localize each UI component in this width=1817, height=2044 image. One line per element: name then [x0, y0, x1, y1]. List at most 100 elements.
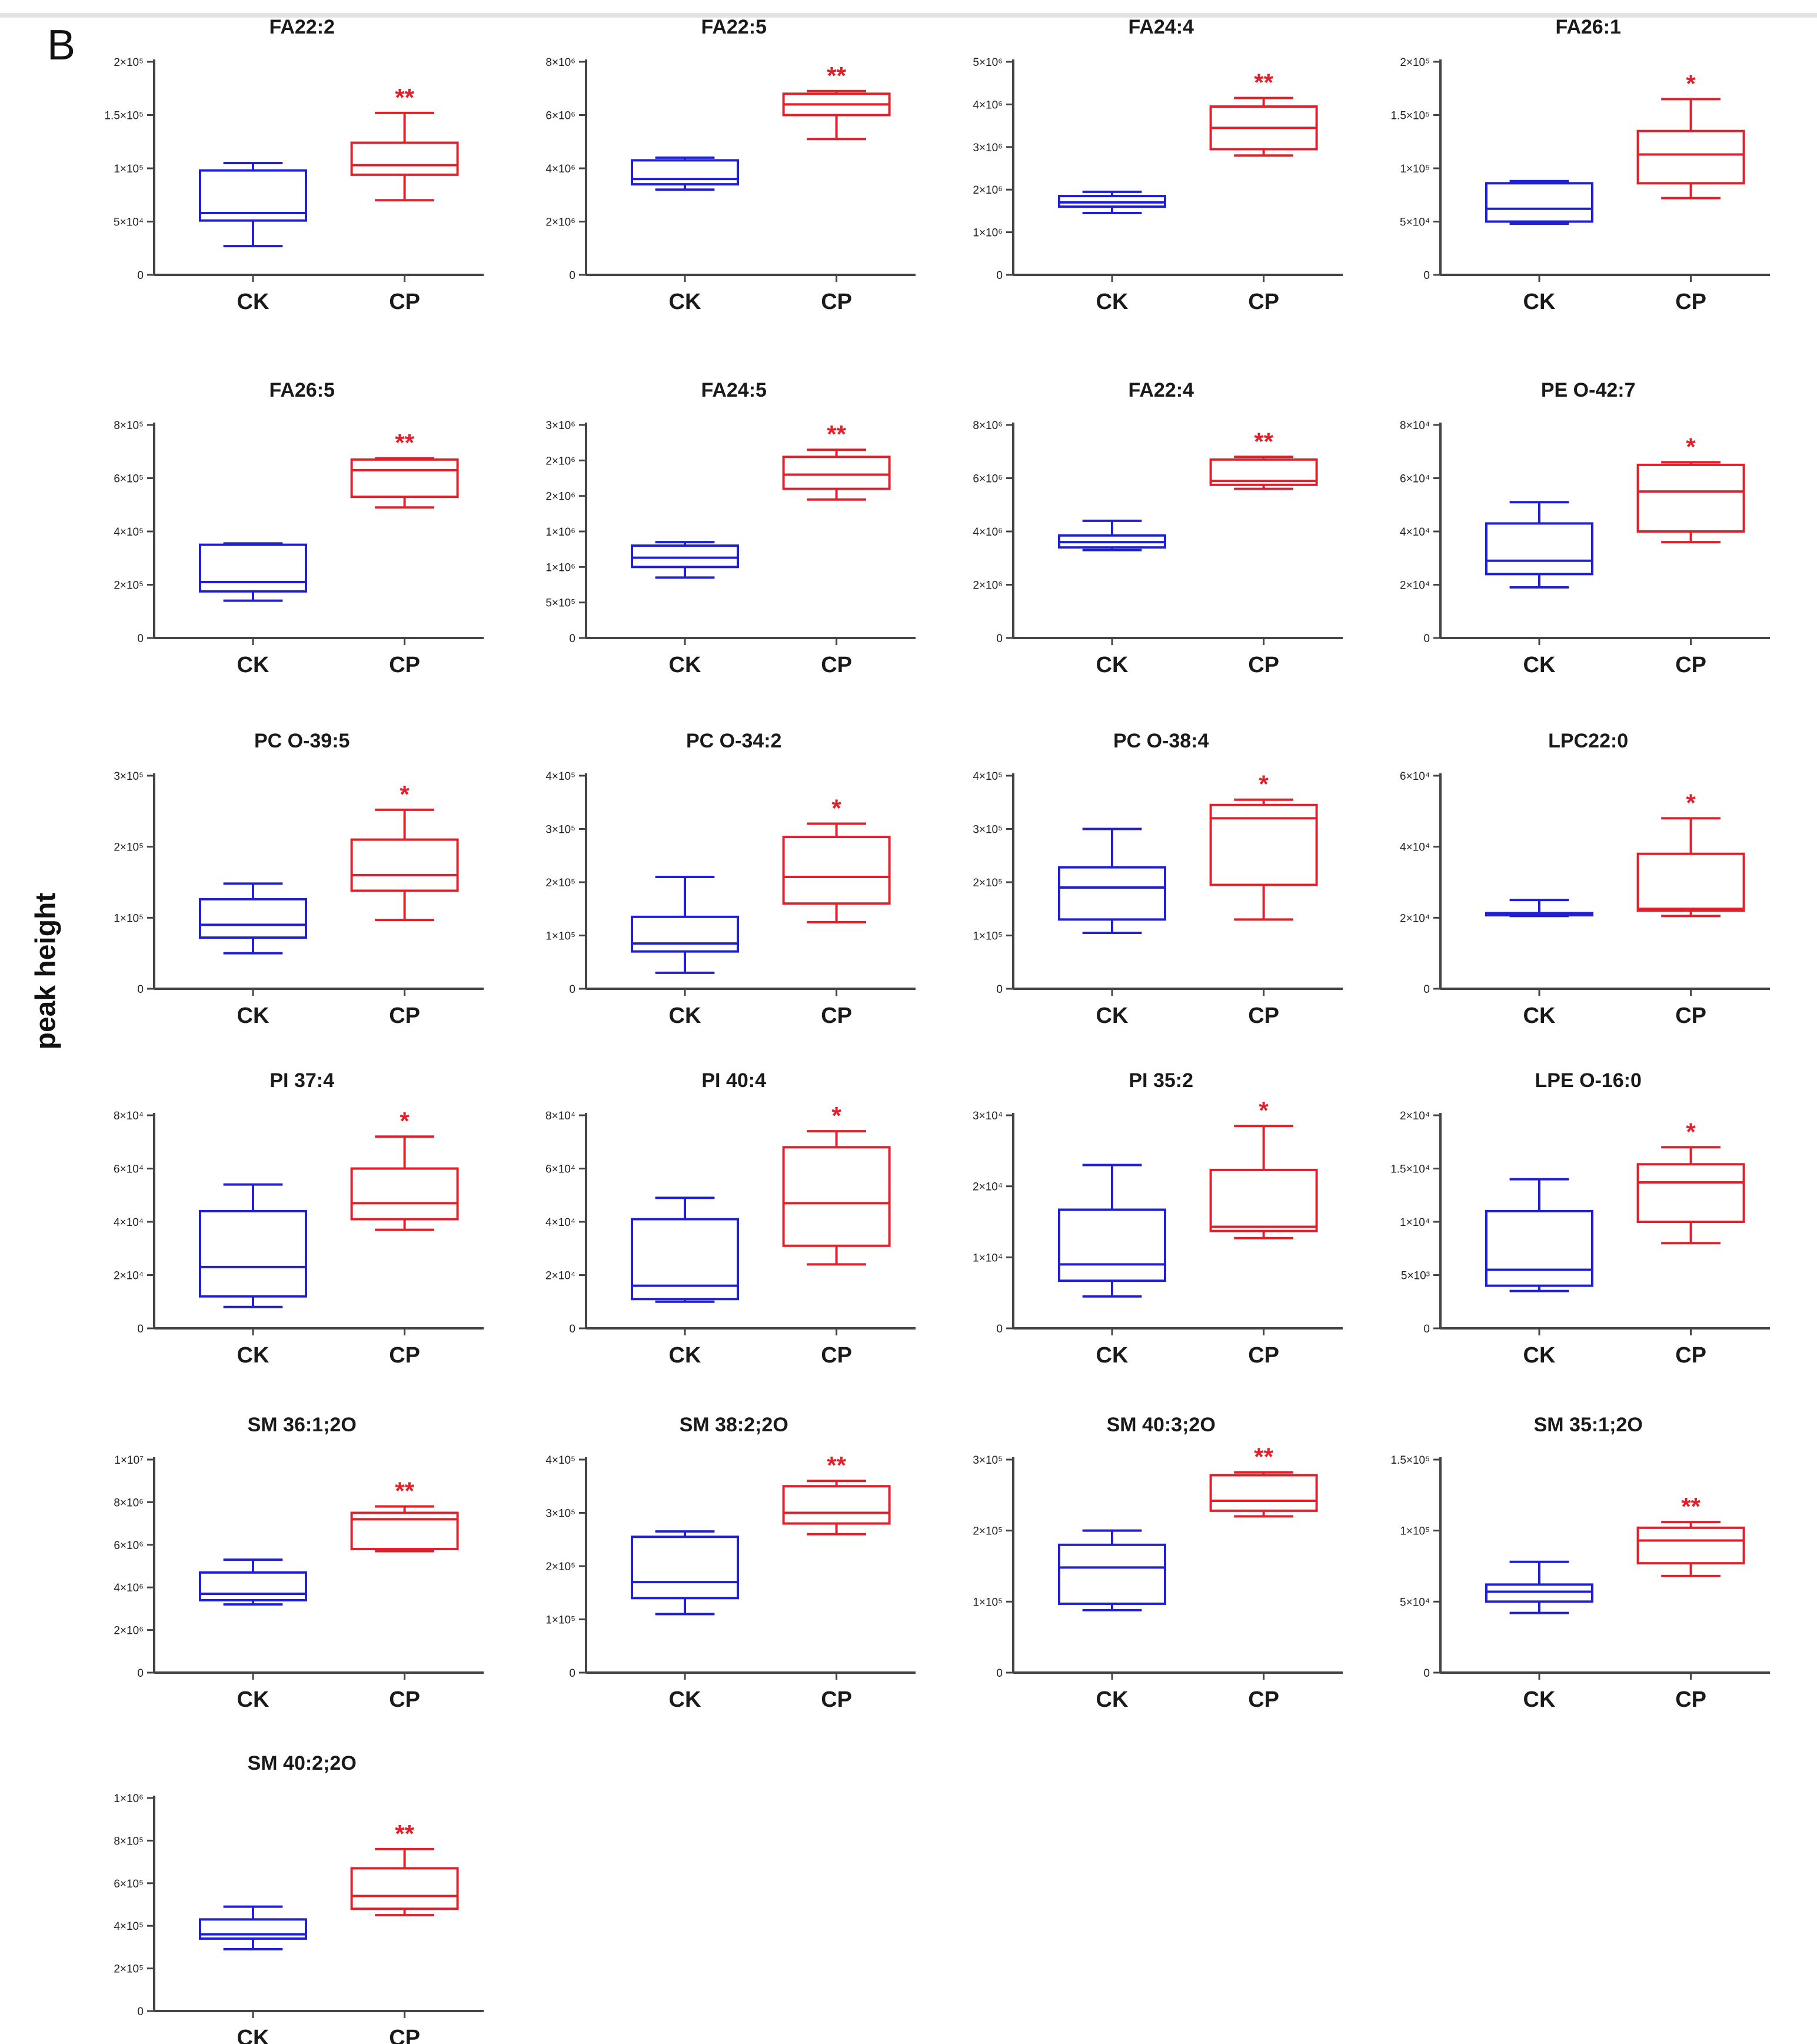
y-tick-label: 2×10⁴ [545, 1270, 575, 1282]
chart-title: FA26:5 [269, 379, 335, 401]
category-label: CK [669, 1003, 701, 1028]
y-tick-label: 6×10⁵ [114, 1878, 144, 1890]
y-tick-label: 1×10⁴ [1400, 1217, 1430, 1229]
category-label: CK [237, 1343, 269, 1368]
y-tick-label: 6×10⁴ [545, 1164, 575, 1176]
category-label: CK [669, 1687, 701, 1712]
box-cp [1209, 1168, 1318, 1232]
y-tick-label: 6×10⁴ [1400, 770, 1430, 783]
y-tick-label: 8×10⁶ [545, 56, 575, 69]
significance-marker: * [1686, 789, 1696, 816]
y-tick-label: 4×10⁴ [1400, 842, 1430, 854]
y-tick-label: 2×10⁴ [1400, 912, 1430, 925]
box-cp [782, 1146, 891, 1247]
box-cp [782, 836, 891, 905]
category-label: CK [237, 1003, 269, 1028]
y-tick-label: 6×10⁶ [545, 110, 575, 122]
category-label: CK [237, 653, 269, 677]
category-label: CP [1675, 1343, 1706, 1368]
box-ck [199, 1918, 307, 1940]
category-label: CP [1248, 1003, 1279, 1028]
category-label: CP [1675, 1003, 1706, 1028]
y-tick-label: 0 [137, 633, 144, 645]
chart-title: SM 36:1;2O [248, 1414, 357, 1436]
y-tick-label: 2×10⁶ [545, 455, 575, 467]
chart-title: FA24:5 [701, 379, 767, 401]
significance-marker: * [1259, 1096, 1269, 1124]
significance-marker: * [831, 794, 841, 822]
y-tick-label: 2×10⁵ [545, 1561, 575, 1573]
box-ck [199, 169, 307, 222]
box-cp [782, 456, 891, 490]
y-tick-label: 8×10⁴ [545, 1110, 575, 1122]
y-tick-label: 0 [1423, 1667, 1430, 1680]
category-label: CK [1096, 1003, 1129, 1028]
y-tick-label: 2×10⁴ [973, 1181, 1003, 1194]
y-tick-label: 3×10⁵ [114, 770, 144, 783]
box-ck [631, 159, 739, 186]
significance-marker: * [831, 1102, 841, 1129]
box-cp [350, 141, 459, 176]
box-ck [199, 543, 307, 593]
y-tick-label: 0 [1423, 270, 1430, 282]
category-label: CP [1248, 1343, 1279, 1368]
y-tick-label: 1×10⁵ [545, 930, 575, 943]
box-ck [1485, 182, 1593, 223]
y-tick-label: 5×10⁴ [1400, 1596, 1430, 1608]
box-cp [350, 1511, 459, 1551]
box-ck [199, 1571, 307, 1601]
y-tick-label: 4×10⁶ [545, 163, 575, 175]
y-tick-label: 1.5×10⁴ [1390, 1164, 1430, 1176]
y-tick-label: 5×10³ [1401, 1270, 1430, 1282]
y-tick-label: 0 [137, 270, 144, 282]
y-tick-label: 4×10⁴ [114, 1217, 144, 1229]
y-tick-label: 8×10⁴ [1400, 420, 1430, 432]
y-tick-label: 5×10⁴ [114, 217, 144, 229]
y-tick-label: 3×10⁵ [545, 1508, 575, 1520]
y-tick-label: 4×10⁵ [545, 770, 575, 783]
chart-title: PI 35:2 [1129, 1069, 1193, 1092]
y-tick-label: 2×10⁵ [114, 842, 144, 854]
y-tick-label: 2×10⁴ [1400, 580, 1430, 592]
y-tick-label: 1×10⁵ [1400, 1525, 1430, 1538]
y-tick-label: 5×10⁵ [545, 597, 575, 610]
y-tick-label: 6×10⁴ [1400, 473, 1430, 486]
category-label: CK [1096, 653, 1129, 677]
category-label: CP [821, 1003, 852, 1028]
chart-title: PE O-42:7 [1541, 379, 1636, 401]
category-label: CK [669, 290, 701, 314]
significance-marker: ** [395, 84, 414, 111]
category-label: CP [821, 1343, 852, 1368]
chart-title: PC O-34:2 [686, 730, 782, 752]
significance-marker: * [1686, 433, 1696, 460]
y-tick-label: 2×10⁵ [973, 877, 1003, 889]
chart-title: FA22:2 [269, 16, 335, 38]
box-ck [1485, 1583, 1593, 1603]
chart-title: PI 40:4 [701, 1069, 766, 1092]
box-cp [350, 458, 459, 498]
y-tick-label: 0 [569, 1667, 575, 1680]
y-tick-label: 8×10⁶ [973, 420, 1003, 432]
category-label: CP [389, 1687, 420, 1712]
y-tick-label: 4×10⁵ [114, 526, 144, 539]
significance-marker: ** [395, 429, 414, 457]
category-label: CP [1248, 653, 1279, 677]
box-cp [1636, 129, 1745, 185]
y-tick-label: 4×10⁶ [973, 526, 1003, 539]
category-label: CP [389, 1343, 420, 1368]
box-cp [350, 1167, 459, 1221]
y-tick-label: 0 [137, 2006, 144, 2018]
significance-marker: ** [395, 1820, 414, 1847]
box-ck [1485, 1209, 1593, 1287]
y-tick-label: 5×10⁴ [1400, 217, 1430, 229]
box-cp [1636, 852, 1745, 912]
y-tick-label: 3×10⁵ [973, 1454, 1003, 1467]
y-tick-label: 0 [1423, 633, 1430, 645]
significance-marker: ** [827, 62, 846, 89]
category-label: CP [821, 290, 852, 314]
y-tick-label: 1.5×10⁵ [1390, 110, 1430, 122]
box-cp [1209, 458, 1318, 486]
y-tick-label: 0 [569, 633, 575, 645]
y-tick-label: 3×10⁵ [973, 824, 1003, 836]
